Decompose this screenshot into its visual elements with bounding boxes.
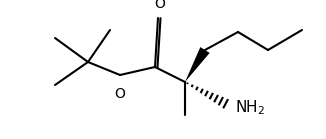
Polygon shape — [185, 47, 210, 82]
Text: NH$_2$: NH$_2$ — [235, 99, 265, 117]
Text: O: O — [114, 87, 126, 101]
Text: O: O — [155, 0, 165, 11]
